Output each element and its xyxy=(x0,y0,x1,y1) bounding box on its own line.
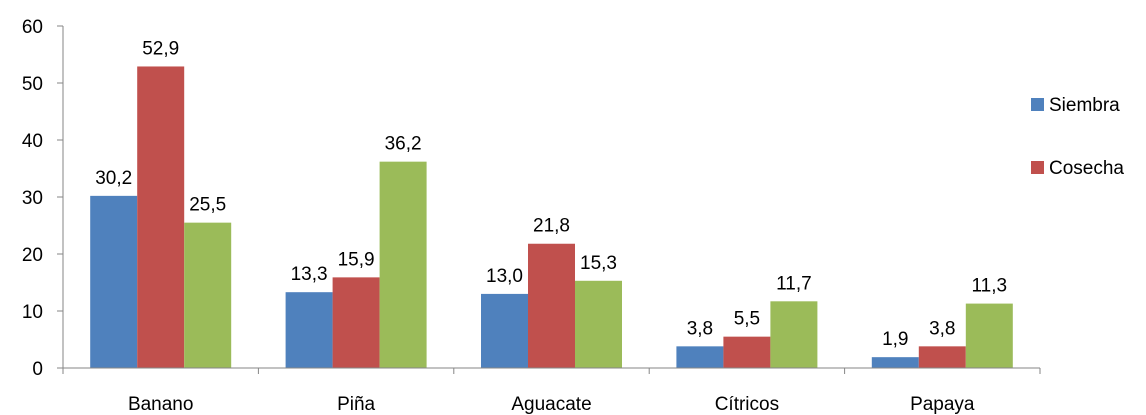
bar xyxy=(919,346,966,368)
y-axis: 0 10 20 30 40 50 60 xyxy=(22,17,63,380)
bar xyxy=(286,292,333,368)
data-label: 3,8 xyxy=(929,318,955,339)
legend-swatch xyxy=(1031,98,1044,111)
legend-label: Cosecha xyxy=(1049,158,1124,179)
bar xyxy=(770,301,817,368)
bar xyxy=(137,66,184,368)
data-label: 11,3 xyxy=(972,276,1008,297)
bar xyxy=(184,223,231,368)
legend-swatch xyxy=(1031,161,1044,174)
data-label: 13,0 xyxy=(486,266,523,287)
x-category-label: Banano xyxy=(128,394,194,415)
data-label: 52,9 xyxy=(142,38,179,59)
legend-label: Siembra xyxy=(1049,95,1120,116)
data-label: 15,3 xyxy=(580,253,617,274)
y-tick-label: 10 xyxy=(22,302,43,323)
y-tick-label: 50 xyxy=(22,74,43,95)
bar xyxy=(481,294,528,368)
y-tick-label: 40 xyxy=(22,131,43,152)
bar xyxy=(333,277,380,368)
x-category-label: Piña xyxy=(337,394,375,415)
bar xyxy=(966,304,1013,368)
legend: Siembra Cosecha xyxy=(1031,95,1124,179)
y-tick-label: 30 xyxy=(22,188,43,209)
data-label: 15,9 xyxy=(338,249,375,270)
bar xyxy=(723,337,770,368)
y-tick-label: 0 xyxy=(32,359,43,380)
data-label: 21,8 xyxy=(533,216,570,237)
data-label: 36,2 xyxy=(385,134,422,155)
x-axis: Banano Piña Aguacate Cítricos Papaya xyxy=(63,368,1040,415)
data-label: 11,7 xyxy=(776,273,812,294)
bar xyxy=(90,196,137,368)
bar xyxy=(528,244,575,368)
bar xyxy=(872,357,919,368)
bar xyxy=(380,162,427,368)
data-label: 25,5 xyxy=(189,195,226,216)
x-category-label: Papaya xyxy=(910,394,975,415)
data-label: 5,5 xyxy=(734,309,760,330)
bar xyxy=(676,346,723,368)
y-tick-label: 20 xyxy=(22,245,43,266)
x-category-label: Cítricos xyxy=(715,394,779,415)
data-label: 3,8 xyxy=(687,318,713,339)
y-tick-label: 60 xyxy=(22,17,43,38)
data-label: 1,9 xyxy=(882,329,908,350)
bar xyxy=(575,281,622,368)
x-category-label: Aguacate xyxy=(511,394,591,415)
data-label: 13,3 xyxy=(291,264,328,285)
data-label: 30,2 xyxy=(95,168,132,189)
